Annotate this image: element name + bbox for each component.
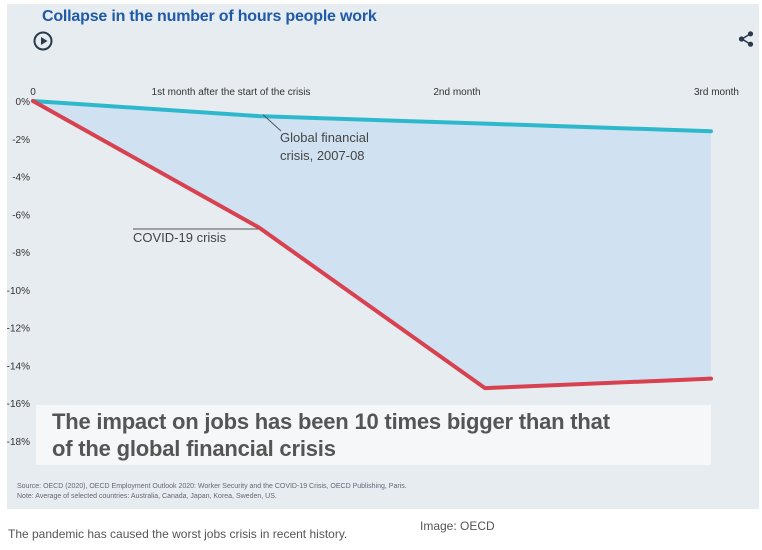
x-tick-label: 0 [30, 87, 36, 98]
financial-series-label: Global financial [280, 130, 369, 145]
callout-line-1: The impact on jobs has been 10 times big… [52, 409, 610, 434]
y-tick-label: -6% [12, 210, 30, 221]
y-tick-label: -16% [7, 399, 30, 410]
y-tick-label: -4% [12, 173, 30, 184]
covid-crisis-line [31, 99, 713, 391]
source-line: Source: OECD (2020), OECD Employment Out… [17, 483, 407, 490]
y-tick-label: -18% [7, 437, 30, 448]
note-line: Note: Average of selected countries: Aus… [17, 493, 277, 500]
financial-label-leader [262, 114, 282, 132]
gap-area [33, 101, 711, 389]
image-caption: The pandemic has caused the worst jobs c… [8, 527, 348, 541]
callout-box: The impact on jobs has been 10 times big… [36, 405, 711, 465]
y-tick-label: -8% [12, 248, 30, 259]
x-tick-label: 1st month after the start of the crisis [152, 87, 311, 98]
x-tick-label: 2nd month [433, 87, 480, 98]
covid-series-label: COVID-19 crisis [133, 230, 227, 245]
share-icon[interactable] [737, 30, 755, 48]
y-tick-label: -14% [7, 361, 30, 372]
source-note: Source: OECD (2020), OECD Employment Out… [17, 482, 407, 502]
play-icon[interactable] [33, 31, 53, 51]
financial-crisis-line [31, 99, 713, 134]
x-tick-label: 3rd month [694, 87, 739, 98]
chart-title: Collapse in the number of hours people w… [42, 8, 377, 25]
image-credit: Image: OECD [420, 519, 495, 533]
callout-line-2: of the global financial crisis [52, 436, 336, 461]
y-tick-label: 0% [16, 97, 31, 108]
y-tick-label: -12% [7, 324, 30, 335]
y-tick-label: -2% [12, 135, 30, 146]
y-tick-label: -10% [7, 286, 30, 297]
financial-series-label: crisis, 2007-08 [280, 148, 365, 163]
